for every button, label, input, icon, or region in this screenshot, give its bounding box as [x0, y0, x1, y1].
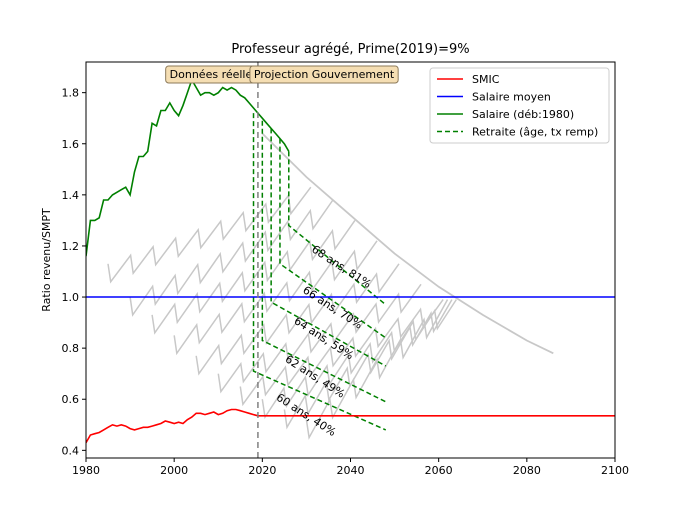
- series-line-smic: [86, 408, 615, 444]
- legend-entry-label: Retraite (âge, tx remp): [472, 126, 598, 139]
- legend-entry-label: SMIC: [472, 73, 500, 86]
- y-tick-label: 0.6: [62, 393, 80, 406]
- background-curve-1: [129, 199, 334, 317]
- x-tick-label: 2080: [513, 464, 541, 477]
- background-curve-3: [173, 240, 378, 356]
- background-envelope: [261, 132, 554, 355]
- retraite-line-4: [288, 151, 387, 306]
- retraite-line-0: [252, 113, 387, 431]
- background-curve-8: [283, 299, 453, 430]
- y-tick-label: 1.8: [62, 87, 80, 100]
- background-curve-5: [217, 283, 422, 394]
- y-tick-label: 0.8: [62, 342, 80, 355]
- region-label-text: Projection Gouvernement: [254, 68, 395, 81]
- region-label-box: Projection Gouvernement: [249, 65, 399, 84]
- plot-clip-group: [86, 62, 615, 458]
- y-tick-label: 1.2: [62, 240, 80, 253]
- chart-title: Professeur agrégé, Prime(2019)=9%: [231, 42, 469, 57]
- y-tick-label: 1.4: [62, 189, 80, 202]
- region-label-text: Données réelles: [170, 68, 259, 81]
- background-curve-4: [195, 263, 400, 376]
- region-label-bg: [249, 65, 399, 84]
- x-tick-label: 2020: [248, 464, 276, 477]
- legend-entry-label: Salaire moyen: [472, 91, 551, 104]
- region-label-box: Données réelles: [165, 65, 263, 84]
- y-tick-label: 0.4: [62, 444, 80, 457]
- retraite-line-1: [261, 120, 387, 403]
- background-curve-0: [107, 186, 312, 284]
- x-tick-label: 1980: [72, 464, 100, 477]
- legend-entry-label: Salaire (déb:1980): [472, 108, 574, 121]
- y-axis-label: Ratio revenu/SMPT: [40, 208, 53, 312]
- series-line-salaire-d-b-1980-: [86, 77, 290, 257]
- background-curve-2: [151, 219, 356, 335]
- retraite-line-3: [279, 138, 387, 339]
- legend-frame: [429, 67, 610, 144]
- background-curve-6: [239, 299, 444, 407]
- y-tick-label: 1.6: [62, 138, 80, 151]
- retraite-annotation: 68 ans, 81%: [309, 243, 373, 291]
- retraite-line-2: [270, 128, 387, 367]
- x-tick-label: 2060: [425, 464, 453, 477]
- x-tick-label: 2100: [601, 464, 629, 477]
- axes: 1980 2000 2020 2040 2060 2080 2100 0.4 0.6 0.8 1.0…: [62, 61, 629, 477]
- legend: SMIC Salaire moyen Salaire (déb:1980) Retra…: [429, 67, 610, 144]
- x-tick-label: 2040: [337, 464, 365, 477]
- y-tick-label: 1.0: [62, 291, 80, 304]
- x-tick-label: 2000: [160, 464, 188, 477]
- background-curve-9: [305, 299, 449, 440]
